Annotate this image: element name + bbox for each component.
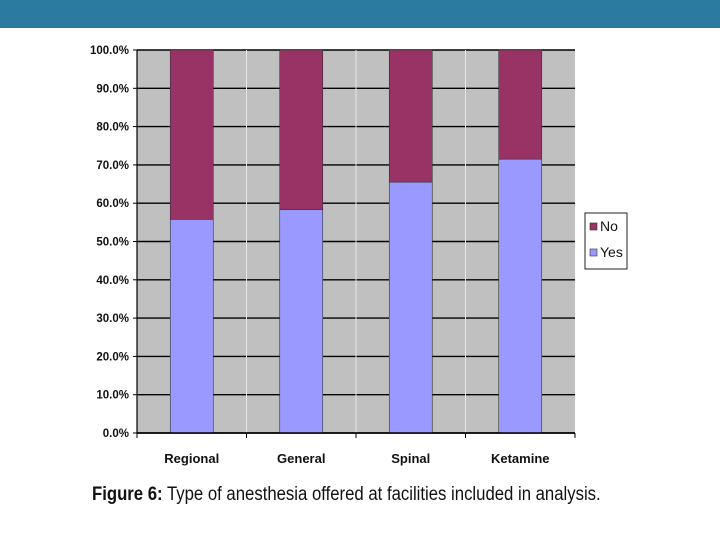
- bar-no-ketamine: [498, 49, 543, 160]
- y-tick-label: 40.0%: [96, 275, 129, 287]
- bar-yes-spinal: [388, 181, 433, 434]
- bar-yes-ketamine: [498, 158, 543, 434]
- bar-no-regional: [169, 49, 214, 220]
- y-tick-label: 50.0%: [96, 237, 129, 249]
- y-tick-label: 10.0%: [96, 390, 129, 402]
- x-tick-label: General: [277, 451, 325, 466]
- bar-yes-regional: [169, 218, 214, 434]
- y-tick-label: 70.0%: [96, 160, 129, 172]
- x-tick-label: Spinal: [391, 451, 430, 466]
- y-tick-label: 0.0%: [103, 428, 129, 440]
- legend-swatch-no: [589, 222, 598, 231]
- bar-yes-general: [279, 209, 324, 434]
- bar-no-spinal: [388, 49, 433, 183]
- legend-swatch-yes: [589, 248, 598, 257]
- y-tick-label: 60.0%: [96, 198, 129, 210]
- caption-label: Figure 6:: [92, 484, 163, 505]
- chart-figure: 0.0% 10.0% 20.0% 30.0% 40.0% 50.0% 60.0% 70.0% 8…: [82, 36, 629, 470]
- legend-box: [584, 212, 628, 270]
- legend-label-yes: Yes: [600, 244, 623, 260]
- x-tick-label: Regional: [164, 451, 219, 466]
- figure-caption: Figure 6: Type of anesthesia offered at …: [92, 484, 638, 506]
- stacked-bar-chart: 0.0% 10.0% 20.0% 30.0% 40.0% 50.0% 60.0% 70.0% 8…: [90, 45, 628, 466]
- legend-label-no: No: [600, 218, 618, 234]
- y-tick-label: 100.0%: [90, 45, 129, 57]
- y-tick-label: 20.0%: [96, 351, 129, 363]
- slide-header-bar: [0, 0, 720, 28]
- bar-no-general: [279, 49, 324, 211]
- x-tick-label: Ketamine: [491, 451, 550, 466]
- y-tick-label: 80.0%: [96, 122, 129, 134]
- caption-text: Type of anesthesia offered at facilities…: [162, 484, 601, 505]
- y-tick-label: 90.0%: [96, 83, 129, 95]
- y-tick-label: 30.0%: [96, 313, 129, 325]
